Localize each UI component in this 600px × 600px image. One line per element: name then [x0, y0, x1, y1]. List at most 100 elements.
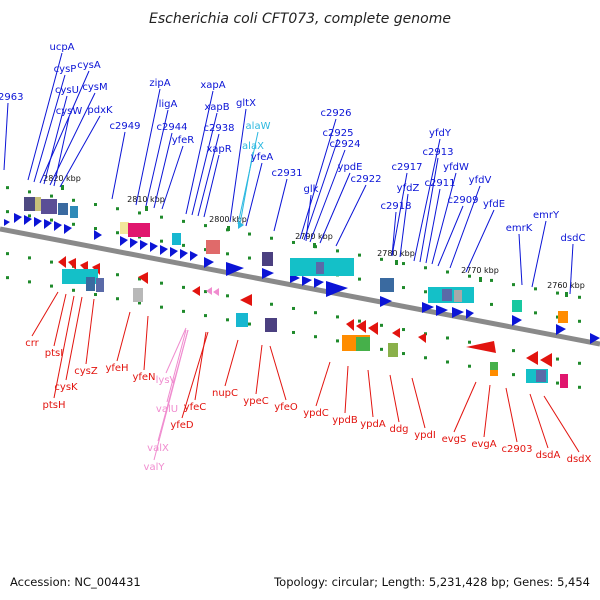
- reverse-gene-label[interactable]: ptsH: [43, 400, 66, 411]
- gene-box[interactable]: [512, 300, 522, 312]
- gene-box[interactable]: [86, 277, 95, 291]
- forward-gene-label[interactable]: c2924: [330, 139, 361, 150]
- reverse-gene-label[interactable]: ypdA: [360, 419, 386, 430]
- reverse-gene-arrow[interactable]: [346, 319, 354, 331]
- reverse-gene-arrow[interactable]: [526, 351, 538, 365]
- forward-gene-arrow[interactable]: [14, 213, 22, 223]
- reverse-gene-arrow[interactable]: [58, 256, 66, 268]
- reverse-gene-label[interactable]: yfeN: [132, 372, 155, 383]
- forward-gene-label[interactable]: c2918: [381, 201, 412, 212]
- forward-gene-label[interactable]: alaX: [242, 141, 264, 152]
- gene-box[interactable]: [536, 370, 546, 382]
- forward-gene-label[interactable]: c2917: [392, 162, 423, 173]
- reverse-gene-arrow[interactable]: [138, 272, 148, 284]
- forward-gene-label[interactable]: c2909: [448, 195, 479, 206]
- gene-box[interactable]: [120, 222, 129, 234]
- forward-gene-label[interactable]: ucpA: [49, 42, 74, 53]
- reverse-gene-label[interactable]: evgA: [471, 439, 496, 450]
- forward-gene-arrow[interactable]: [422, 302, 434, 313]
- gene-box[interactable]: [265, 318, 277, 332]
- forward-gene-arrow[interactable]: [314, 278, 324, 288]
- reverse-gene-label[interactable]: yfeD: [170, 420, 194, 431]
- forward-gene-arrow[interactable]: [170, 247, 178, 257]
- reverse-gene-label[interactable]: crr: [25, 338, 39, 349]
- gene-box[interactable]: [70, 206, 78, 218]
- gene-box[interactable]: [172, 233, 181, 245]
- forward-gene-arrow[interactable]: [130, 238, 138, 248]
- forward-gene-label[interactable]: c2944: [157, 122, 188, 133]
- reverse-pseudo-arrow[interactable]: [206, 287, 212, 295]
- forward-gene-label[interactable]: yfdE: [483, 199, 505, 210]
- reverse-gene-arrow[interactable]: [392, 328, 400, 338]
- forward-gene-arrow[interactable]: [34, 217, 42, 227]
- forward-gene-arrow[interactable]: [302, 276, 312, 286]
- gene-box[interactable]: [490, 362, 498, 370]
- gene-box[interactable]: [454, 290, 462, 302]
- reverse-gene-arrow[interactable]: [192, 286, 200, 296]
- forward-gene-label[interactable]: cysM: [82, 82, 107, 93]
- forward-gene-label[interactable]: cysW: [56, 106, 83, 117]
- gene-box[interactable]: [262, 252, 273, 266]
- forward-gene-arrow[interactable]: [160, 245, 168, 255]
- forward-gene-arrow[interactable]: [512, 315, 522, 326]
- forward-gene-arrow[interactable]: [590, 333, 600, 344]
- forward-gene-label[interactable]: dsdC: [561, 233, 586, 244]
- forward-gene-arrow[interactable]: [380, 296, 392, 307]
- reverse-gene-label[interactable]: cysK: [54, 382, 78, 393]
- forward-gene-arrow[interactable]: [556, 324, 566, 335]
- forward-gene-arrow[interactable]: [120, 236, 128, 246]
- reverse-gene-arrow[interactable]: [240, 294, 252, 306]
- gene-box[interactable]: [442, 289, 452, 301]
- reverse-gene-label[interactable]: valU: [156, 404, 178, 415]
- forward-gene-label[interactable]: xapR: [206, 144, 231, 155]
- gene-box[interactable]: [96, 278, 104, 292]
- gene-box[interactable]: [388, 343, 398, 357]
- forward-gene-label[interactable]: cysP: [54, 64, 77, 75]
- forward-gene-label[interactable]: c2911: [425, 178, 456, 189]
- forward-gene-label[interactable]: xapA: [200, 80, 225, 91]
- forward-gene-arrow[interactable]: [326, 281, 348, 297]
- forward-gene-label[interactable]: c2926: [321, 108, 352, 119]
- forward-gene-label[interactable]: yfeR: [172, 135, 195, 146]
- forward-gene-label[interactable]: ligA: [159, 99, 178, 110]
- gene-box[interactable]: [206, 240, 220, 254]
- forward-gene-label[interactable]: ypdE: [338, 162, 363, 173]
- forward-gene-arrow[interactable]: [140, 240, 148, 250]
- reverse-gene-arrow[interactable]: [418, 333, 426, 343]
- reverse-gene-label[interactable]: valY: [144, 462, 166, 473]
- reverse-gene-label[interactable]: lysV: [156, 375, 177, 386]
- forward-gene-arrow[interactable]: [180, 249, 188, 259]
- forward-gene-label[interactable]: emrK: [506, 223, 533, 234]
- forward-gene-label[interactable]: c2931: [272, 168, 303, 179]
- forward-gene-label[interactable]: c2963: [0, 92, 23, 103]
- forward-gene-label[interactable]: c2925: [323, 128, 354, 139]
- gene-box[interactable]: [133, 288, 143, 302]
- forward-gene-arrow[interactable]: [64, 224, 72, 234]
- forward-gene-arrow[interactable]: [44, 219, 52, 229]
- forward-gene-arrow[interactable]: [94, 230, 102, 240]
- reverse-gene-label[interactable]: valX: [147, 443, 169, 454]
- reverse-gene-label[interactable]: yfeC: [184, 402, 207, 413]
- forward-gene-label[interactable]: yfdV: [469, 175, 492, 186]
- forward-gene-arrow[interactable]: [452, 307, 464, 318]
- reverse-gene-arrow[interactable]: [68, 258, 76, 270]
- gene-box[interactable]: [35, 197, 41, 211]
- forward-gene-label[interactable]: c2922: [351, 174, 382, 185]
- gene-box[interactable]: [24, 197, 35, 211]
- forward-gene-label[interactable]: zipA: [149, 78, 170, 89]
- gene-box[interactable]: [356, 337, 370, 351]
- forward-gene-arrow[interactable]: [4, 219, 10, 226]
- forward-gene-label[interactable]: yfdY: [429, 128, 452, 139]
- reverse-gene-label[interactable]: cysZ: [74, 366, 98, 377]
- forward-gene-label[interactable]: c2913: [423, 147, 454, 158]
- reverse-gene-label[interactable]: nupC: [212, 388, 238, 399]
- forward-gene-label[interactable]: alaW: [246, 121, 271, 132]
- forward-gene-label[interactable]: cysU: [55, 85, 79, 96]
- forward-gene-label[interactable]: yfdZ: [397, 183, 420, 194]
- reverse-gene-label[interactable]: ypeC: [243, 396, 268, 407]
- forward-gene-label[interactable]: yfeA: [251, 152, 274, 163]
- forward-pseudo-arrow[interactable]: [238, 221, 244, 229]
- forward-gene-label[interactable]: c2938: [204, 123, 235, 134]
- reverse-gene-label[interactable]: yfeO: [274, 402, 298, 413]
- forward-gene-arrow[interactable]: [24, 215, 32, 225]
